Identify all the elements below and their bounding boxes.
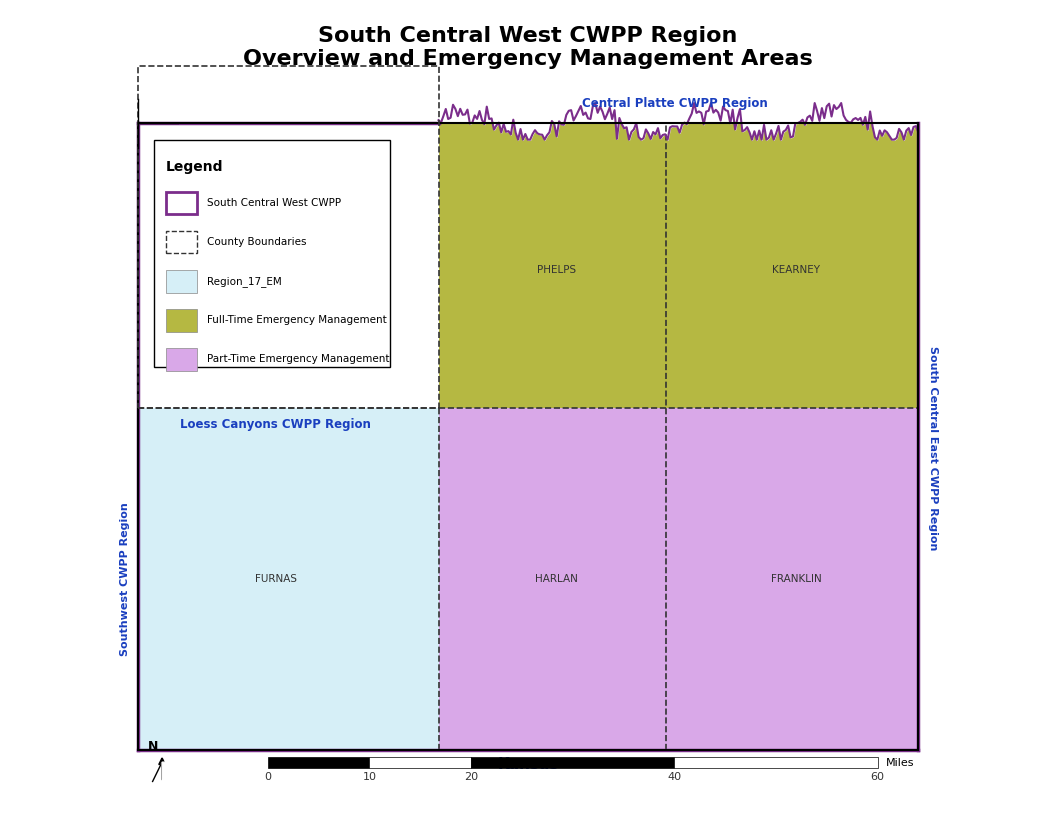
Polygon shape — [162, 762, 172, 782]
Text: South Central West CWPP: South Central West CWPP — [207, 198, 341, 208]
Text: South Central West CWPP Region
Overview and Emergency Management Areas: South Central West CWPP Region Overview … — [243, 26, 813, 69]
Bar — [666, 123, 919, 408]
Bar — [438, 408, 666, 750]
Text: FRANKLIN: FRANKLIN — [771, 574, 822, 583]
Text: Region_17_EM: Region_17_EM — [207, 276, 282, 286]
Bar — [166, 348, 197, 370]
Bar — [268, 757, 370, 768]
Text: HARLAN: HARLAN — [535, 574, 578, 583]
Bar — [137, 408, 438, 750]
Bar — [438, 123, 666, 408]
Text: Full-Time Emergency Management: Full-Time Emergency Management — [207, 315, 386, 325]
Text: N: N — [148, 739, 157, 752]
Bar — [370, 757, 471, 768]
Text: PHELPS: PHELPS — [536, 264, 576, 275]
Bar — [137, 123, 919, 750]
Bar — [166, 231, 197, 254]
Text: Part-Time Emergency Management: Part-Time Emergency Management — [207, 354, 390, 364]
Text: Loess Canyons CWPP Region: Loess Canyons CWPP Region — [181, 418, 372, 431]
Bar — [154, 140, 390, 367]
Text: FURNAS: FURNAS — [254, 574, 297, 583]
Text: Kansas: Kansas — [497, 756, 559, 772]
Text: County Boundaries: County Boundaries — [207, 237, 306, 247]
Text: 40: 40 — [667, 772, 681, 783]
Text: Miles: Miles — [886, 757, 914, 768]
Bar — [666, 408, 919, 750]
Polygon shape — [152, 762, 162, 782]
Text: South Central East CWPP Region: South Central East CWPP Region — [928, 347, 938, 551]
Text: 20: 20 — [464, 772, 478, 783]
Text: Legend: Legend — [166, 160, 224, 174]
Bar — [166, 308, 197, 331]
Bar — [166, 270, 197, 292]
Text: KEARNEY: KEARNEY — [772, 264, 821, 275]
Text: 0: 0 — [264, 772, 271, 783]
Bar — [166, 192, 197, 215]
Text: 10: 10 — [362, 772, 376, 783]
Bar — [675, 757, 878, 768]
Text: Southwest CWPP Region: Southwest CWPP Region — [120, 502, 131, 655]
Text: Central Platte CWPP Region: Central Platte CWPP Region — [582, 96, 768, 109]
Bar — [471, 757, 675, 768]
Text: 60: 60 — [871, 772, 885, 783]
